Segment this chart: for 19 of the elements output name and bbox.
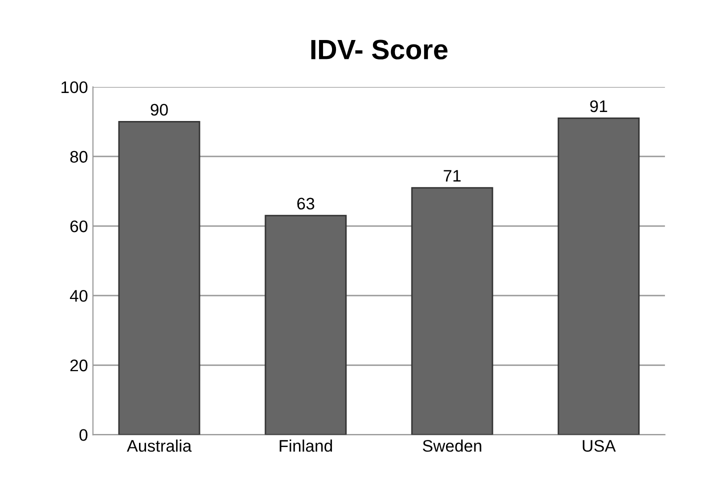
bar <box>411 187 494 435</box>
y-tick-label: 20 <box>70 360 88 372</box>
x-tick-label: Sweden <box>422 440 482 452</box>
chart-title: IDV- Score <box>311 40 448 60</box>
y-tick-label: 100 <box>62 81 88 94</box>
y-tick-label: 0 <box>79 429 88 441</box>
data-label: 71 <box>444 170 461 182</box>
y-tick-label: 80 <box>70 150 88 163</box>
data-label: 90 <box>150 104 168 116</box>
x-tick-label: USA <box>582 440 616 452</box>
bar <box>118 121 200 435</box>
bar <box>264 214 347 435</box>
data-label: 63 <box>297 198 314 210</box>
x-tick-label: Finland <box>280 440 332 452</box>
bar <box>558 118 640 435</box>
y-tick-label: 60 <box>70 220 88 232</box>
x-tick-label: Australia <box>126 440 192 452</box>
data-label: 91 <box>590 100 608 112</box>
y-tick-label: 40 <box>70 290 88 302</box>
